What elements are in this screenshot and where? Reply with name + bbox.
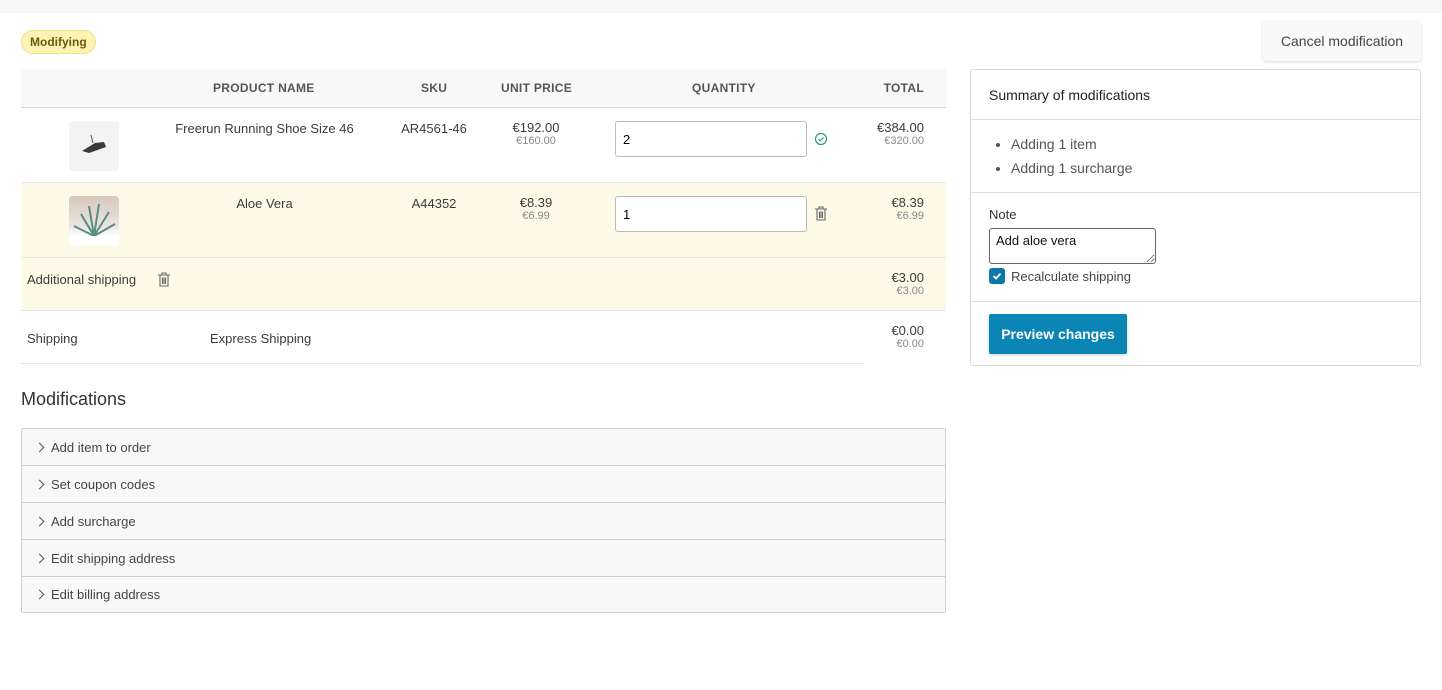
quantity-input[interactable] <box>615 196 807 232</box>
top-bar <box>0 0 1442 13</box>
summary-panel: Summary of modifications Adding 1 item A… <box>970 69 1421 366</box>
accordion-edit-shipping-address[interactable]: Edit shipping address <box>22 540 945 577</box>
header-unit-price: UNIT PRICE <box>501 81 573 95</box>
shipping-total-net: €0.00 <box>896 338 924 350</box>
chevron-right-icon <box>34 442 45 452</box>
trash-icon[interactable] <box>157 272 171 290</box>
line-total: €384.00 €320.00 <box>877 120 924 147</box>
modifications-heading: Modifications <box>21 389 127 409</box>
summary-item: Adding 1 item <box>1011 132 1402 156</box>
line-total: €8.39 €6.99 <box>891 195 924 222</box>
cancel-modification-button[interactable]: Cancel modification <box>1263 21 1421 61</box>
header-quantity: QUANTITY <box>692 81 756 95</box>
summary-list: Adding 1 item Adding 1 surcharge <box>971 120 1420 193</box>
shipping-total: €0.00 €0.00 <box>891 323 924 350</box>
accordion-label: Edit shipping address <box>51 550 176 566</box>
accordion-label: Add surcharge <box>51 513 136 529</box>
table-header: PRODUCT NAME SKU UNIT PRICE QUANTITY TOT… <box>21 69 946 108</box>
chevron-right-icon <box>34 589 45 600</box>
accordion-add-surcharge[interactable]: Add surcharge <box>22 503 945 540</box>
chevron-right-icon <box>34 479 45 489</box>
summary-item: Adding 1 surcharge <box>1011 156 1402 180</box>
table-row: Freerun Running Shoe Size 46 AR4561-46 €… <box>21 108 946 183</box>
shipping-label: Shipping <box>27 331 78 346</box>
accordion-label: Set coupon codes <box>51 476 156 492</box>
recalculate-shipping-checkbox[interactable]: Recalculate shipping <box>989 268 1402 284</box>
unit-price: €8.39 €6.99 <box>496 195 576 222</box>
surcharge-total-gross: €3.00 <box>891 270 924 285</box>
unit-price-gross: €192.00 <box>512 120 560 135</box>
shipping-method: Express Shipping <box>210 331 312 346</box>
surcharge-label: Additional shipping <box>27 272 137 287</box>
recalculate-shipping-label: Recalculate shipping <box>1011 268 1131 284</box>
note-section: Note Add aloe vera Recalculate shipping <box>971 193 1420 302</box>
accordion-add-item[interactable]: Add item to order <box>22 429 945 466</box>
quantity-input[interactable] <box>615 121 807 157</box>
shipping-total-gross: €0.00 <box>891 323 924 338</box>
unit-price-gross: €8.39 <box>519 195 553 210</box>
product-thumbnail-shoe <box>69 121 119 171</box>
trash-icon[interactable] <box>814 206 828 224</box>
checkbox-checked-icon[interactable] <box>989 268 1005 284</box>
line-total-gross: €8.39 <box>891 195 924 210</box>
order-lines-table: PRODUCT NAME SKU UNIT PRICE QUANTITY TOT… <box>21 69 946 364</box>
unit-price: €192.00 €160.00 <box>496 120 576 147</box>
product-name: Freerun Running Shoe Size 46 <box>175 121 354 136</box>
summary-title: Summary of modifications <box>971 70 1420 120</box>
table-row: Aloe Vera A44352 €8.39 €6.99 €8.39 €6.99 <box>21 183 946 258</box>
accordion-set-coupon-codes[interactable]: Set coupon codes <box>22 466 945 503</box>
surcharge-row: Additional shipping €3.00 €3.00 <box>21 258 946 311</box>
preview-changes-button[interactable]: Preview changes <box>989 314 1127 354</box>
accordion-label: Add item to order <box>51 439 151 455</box>
line-total-net: €6.99 <box>896 210 924 222</box>
note-label: Note <box>989 207 1017 222</box>
header-product-name: PRODUCT NAME <box>213 81 315 95</box>
surcharge-total-net: €3.00 <box>896 285 924 297</box>
shipping-row: Shipping Express Shipping €0.00 €0.00 <box>21 311 946 364</box>
product-sku: A44352 <box>411 196 457 211</box>
surcharge-total: €3.00 €3.00 <box>891 270 924 297</box>
unit-price-net: €160.00 <box>516 135 556 147</box>
line-total-gross: €384.00 <box>877 120 924 135</box>
header-sku: SKU <box>421 81 448 95</box>
check-circle-icon <box>814 132 828 149</box>
modifications-accordion: Add item to order Set coupon codes Add s… <box>21 428 946 613</box>
product-name: Aloe Vera <box>236 196 293 211</box>
accordion-edit-billing-address[interactable]: Edit billing address <box>22 577 945 612</box>
note-textarea[interactable]: Add aloe vera <box>989 228 1156 264</box>
unit-price-net: €6.99 <box>522 210 550 222</box>
status-badge: Modifying <box>21 30 96 54</box>
product-sku: AR4561-46 <box>401 121 467 136</box>
accordion-label: Edit billing address <box>51 587 161 602</box>
header-total: TOTAL <box>883 81 924 95</box>
chevron-right-icon <box>34 516 45 526</box>
line-total-net: €320.00 <box>884 135 924 147</box>
product-thumbnail-aloe <box>69 196 119 246</box>
chevron-right-icon <box>34 553 45 563</box>
